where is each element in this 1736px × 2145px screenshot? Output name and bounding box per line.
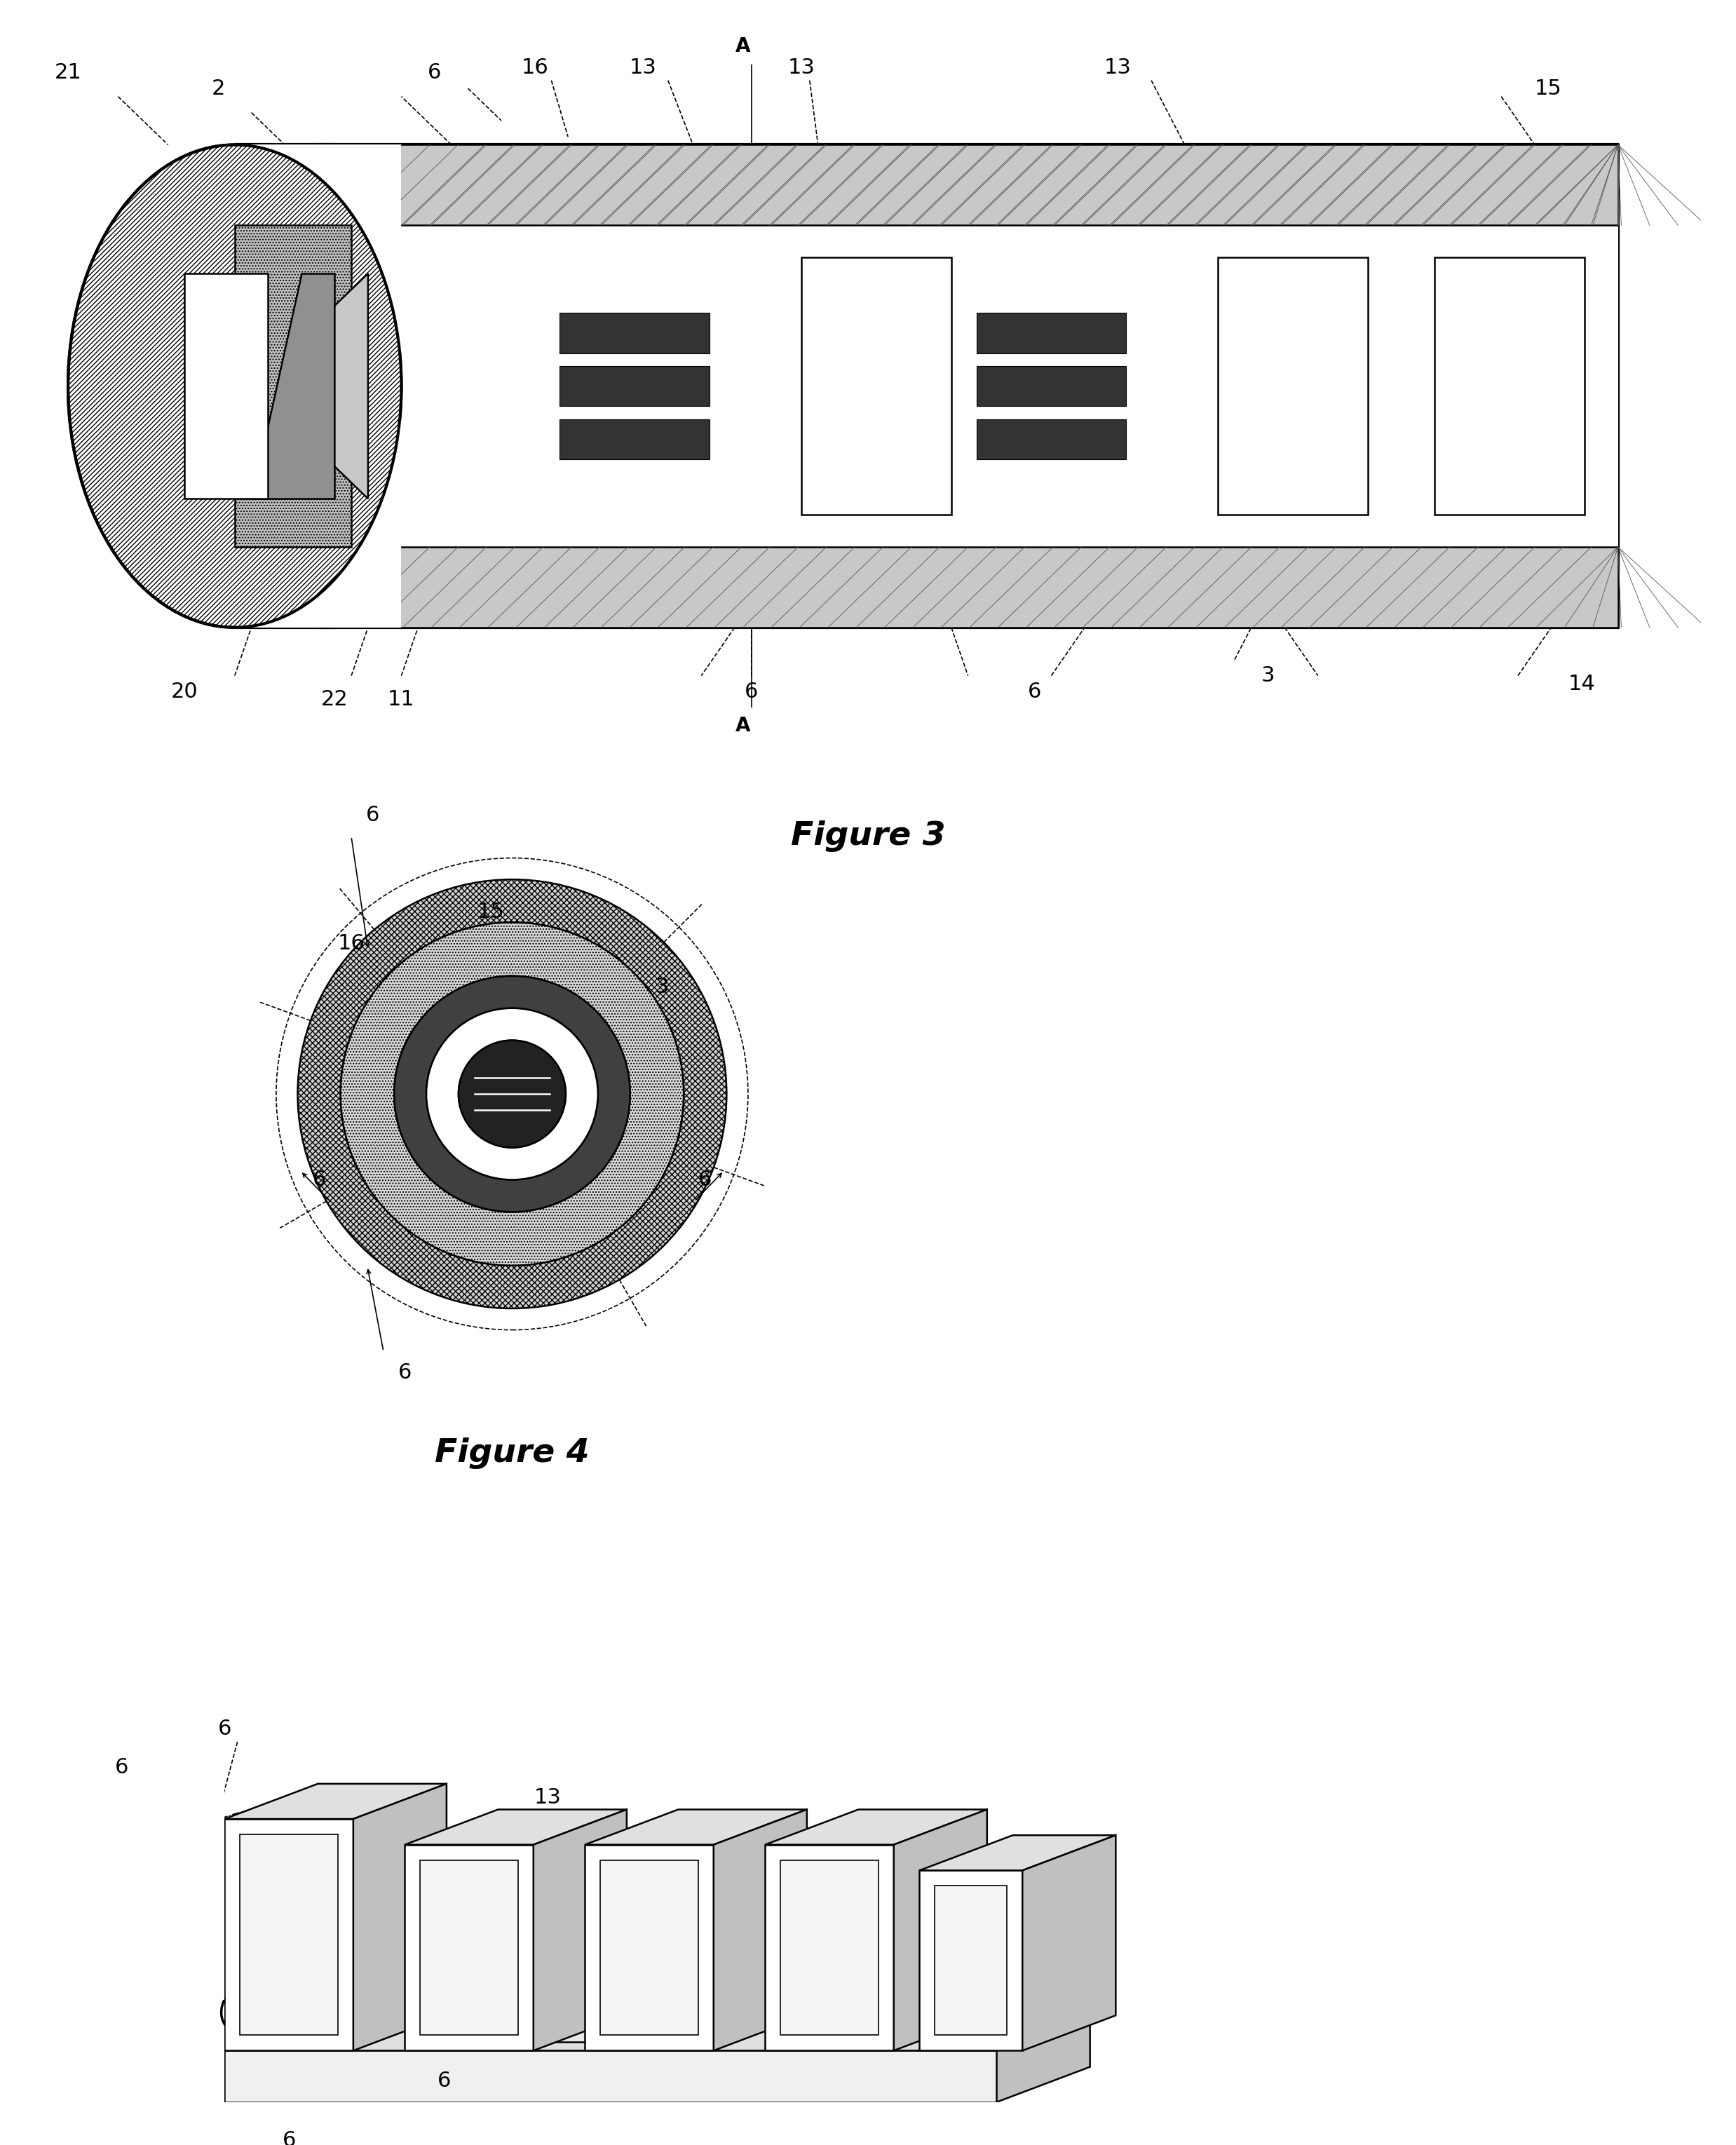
Bar [318,225,1618,547]
Bar [976,367,1127,405]
Polygon shape [252,275,335,498]
Text: 16: 16 [339,933,365,955]
Circle shape [340,922,684,1266]
Polygon shape [224,2016,1090,2051]
Ellipse shape [68,146,401,626]
Circle shape [427,1008,597,1180]
Bar [234,225,351,547]
Circle shape [394,976,630,1212]
Text: 6: 6 [217,1718,231,1740]
Polygon shape [766,1810,988,1845]
Polygon shape [224,2051,996,2102]
Polygon shape [894,1810,988,2051]
Text: 6: 6 [283,2130,295,2145]
Text: 6: 6 [1028,682,1042,701]
Text: 15: 15 [1535,79,1562,99]
Text: 6: 6 [745,682,759,701]
Polygon shape [335,275,368,498]
Circle shape [427,1008,597,1180]
Text: 17: 17 [689,2006,715,2027]
Text: 13: 13 [630,58,656,77]
Text: A: A [736,36,750,56]
Bar [976,418,1127,459]
Polygon shape [996,2016,1090,2102]
Text: 20: 20 [172,682,198,701]
Polygon shape [766,1845,894,2051]
Polygon shape [224,1785,446,1819]
Circle shape [458,1040,566,1148]
Bar [802,257,951,515]
Bar [1219,257,1368,515]
Polygon shape [543,1991,595,2042]
Text: A: A [736,716,750,736]
Circle shape [458,1040,566,1148]
Bar [559,418,710,459]
Bar [234,146,401,626]
Circle shape [297,879,727,1308]
Bar [1434,257,1585,515]
Polygon shape [352,1785,446,2051]
Text: 6: 6 [312,1169,326,1190]
Text: 13: 13 [713,1915,741,1937]
Text: Figure 3: Figure 3 [790,819,946,852]
Text: 13: 13 [535,1787,561,1808]
Text: 13: 13 [1104,58,1132,77]
Bar [318,547,1618,626]
Polygon shape [936,1885,1007,2036]
Text: 13: 13 [370,1062,398,1083]
Text: 22: 22 [321,691,349,710]
Polygon shape [404,1810,627,1845]
Text: 13: 13 [788,58,814,77]
Polygon shape [224,1819,352,2051]
Polygon shape [920,1870,1023,2051]
Bar [318,144,1618,225]
Polygon shape [595,1973,642,2042]
Text: 3: 3 [1260,665,1274,686]
Text: Figure 4: Figure 4 [434,1437,590,1469]
Polygon shape [601,1860,698,2036]
Polygon shape [1023,1836,1116,2051]
Text: 6: 6 [437,2070,451,2091]
Polygon shape [781,1860,878,2036]
Text: 2: 2 [212,79,226,99]
Text: 6: 6 [398,1362,411,1384]
Polygon shape [533,1810,627,2051]
Bar [559,313,710,354]
Polygon shape [585,1845,713,2051]
Polygon shape [920,1836,1116,1870]
Text: 3: 3 [656,976,668,997]
Polygon shape [420,1860,517,2036]
Text: 15: 15 [477,901,503,922]
Text: 14: 14 [1568,674,1595,693]
Polygon shape [543,1973,642,1991]
Text: 6: 6 [366,804,380,826]
Text: 16: 16 [521,58,549,77]
Circle shape [340,922,684,1266]
Circle shape [394,976,630,1212]
Bar [976,313,1127,354]
Polygon shape [713,1810,807,2051]
Bar [184,275,267,498]
Text: 14: 14 [627,1040,654,1062]
Bar [559,367,710,405]
Text: 21: 21 [54,62,82,82]
Polygon shape [585,1810,807,1845]
Polygon shape [240,1834,339,2036]
Text: 6: 6 [115,1757,128,1778]
Polygon shape [404,1845,533,2051]
Text: 11: 11 [387,691,415,710]
Text: 6: 6 [698,1169,712,1190]
Text: 6: 6 [427,62,441,82]
